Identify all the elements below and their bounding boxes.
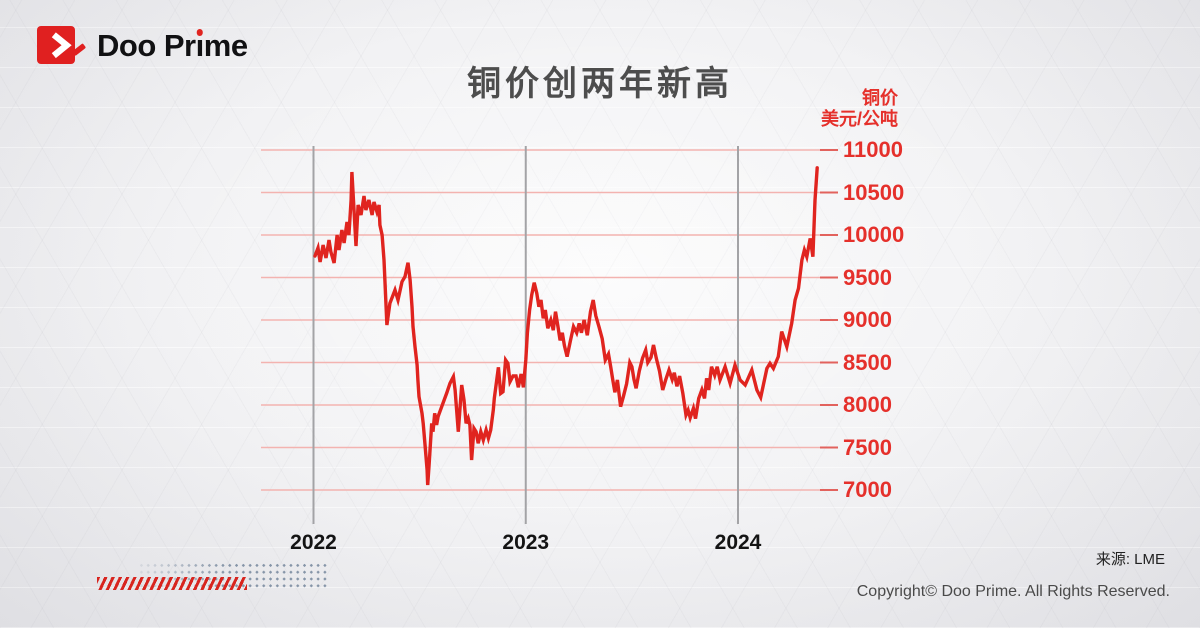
logo-icon-svg: [37, 26, 86, 64]
price-line-group: [313, 166, 819, 486]
y-axis-tick-label: 9000: [843, 307, 892, 332]
y-axis-tick-label: 7000: [843, 477, 892, 502]
y-axis-header: 铜价 美元/公吨: [700, 88, 898, 130]
doo-prime-logo: Doo Prıme: [37, 26, 248, 66]
y-axis-tick-label: 11000: [843, 137, 903, 162]
footer-stripes-decoration: [97, 577, 247, 590]
brand-text-i: ı: [196, 26, 205, 66]
y-axis-tick-label: 8000: [843, 392, 892, 417]
y-axis-tick-label: 8500: [843, 349, 892, 375]
y-axis-tick-label: 10000: [843, 222, 905, 247]
brand-text-prefix: Doo Pr: [97, 28, 196, 63]
doo-prime-logo-icon: [37, 26, 89, 66]
copyright-label: Copyright© Doo Prime. All Rights Reserve…: [856, 583, 1170, 600]
x-axis-tick-label: 2022: [290, 531, 337, 554]
brand-text-suffix: me: [203, 28, 248, 63]
x-axis-tick-label: 2023: [502, 531, 550, 554]
price-line: [313, 166, 819, 486]
y-axis-header-line2: 美元/公吨: [820, 109, 898, 129]
y-axis-header-line1: 铜价: [862, 88, 898, 108]
y-axis-tick-label: 7500: [843, 434, 892, 460]
y-axis-tick-label: 9500: [843, 264, 892, 290]
x-axis-tick-label: 2024: [714, 531, 762, 554]
page-title: 铜价创两年新高: [467, 65, 733, 103]
y-axis-tick-label: 10500: [843, 179, 905, 205]
logo-text: Doo Prıme: [97, 26, 248, 66]
source-label: 来源: LME: [1095, 551, 1165, 568]
